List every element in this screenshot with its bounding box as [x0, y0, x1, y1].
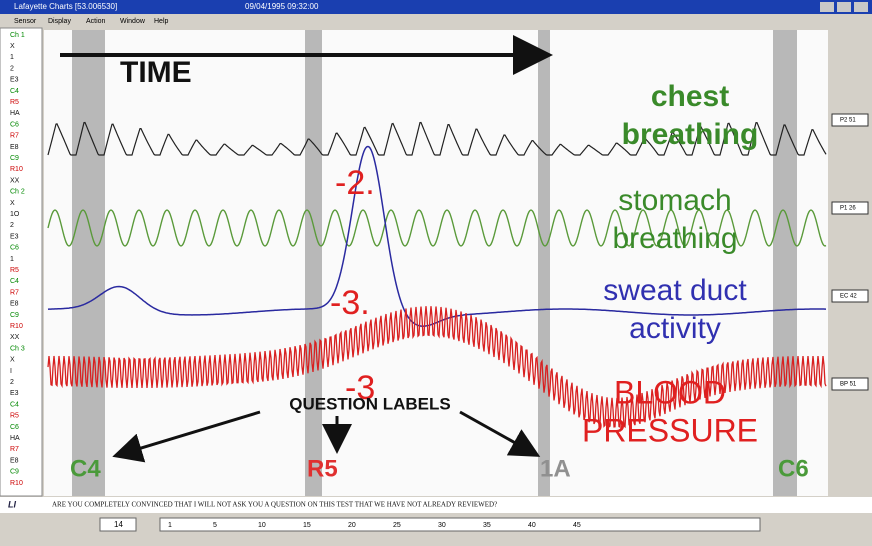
screen: Lafayette Charts [53.006530] 09/04/1995 …	[0, 0, 872, 541]
close-button[interactable]	[854, 2, 868, 12]
scroll-tick: 45	[573, 522, 581, 529]
chest-label: chest	[651, 80, 729, 113]
sidebar-item[interactable]: C4	[10, 88, 19, 95]
question-band	[305, 30, 322, 496]
sidebar-item[interactable]: C4	[10, 401, 19, 408]
sidebar-item[interactable]: C9	[10, 312, 19, 319]
sidebar-item[interactable]: E8	[10, 457, 19, 464]
score: -3.	[330, 284, 370, 322]
sidebar-item[interactable]: C4	[10, 278, 19, 285]
window-title: Lafayette Charts [53.006530]	[14, 2, 117, 11]
scroll-tick: 35	[483, 522, 491, 529]
sidebar-item[interactable]: Ch 3	[10, 345, 25, 352]
sidebar-item[interactable]: R10	[10, 480, 23, 487]
sweat-label: activity	[629, 312, 721, 345]
channel-tag-label[interactable]: P1 26	[840, 206, 856, 212]
menu-item[interactable]: Display	[48, 18, 71, 25]
sidebar-item[interactable]: 2	[10, 65, 14, 72]
sidebar-item[interactable]: 2	[10, 222, 14, 229]
channel-tag-label[interactable]: P2 51	[840, 118, 856, 124]
stomach-label: stomach	[618, 184, 731, 217]
sidebar-item[interactable]: C9	[10, 469, 19, 476]
menu-item[interactable]: Help	[154, 18, 169, 25]
question-band	[773, 30, 797, 496]
sweat-label: sweat duct	[603, 274, 747, 307]
sidebar-item[interactable]: C6	[10, 121, 19, 128]
question-band	[72, 30, 105, 496]
question-labels-heading: QUESTION LABELS	[289, 394, 451, 413]
sidebar-item[interactable]: R7	[10, 289, 19, 296]
question-label: C6	[778, 455, 809, 482]
score: -2.	[335, 164, 375, 202]
sidebar-item[interactable]: 1O	[10, 211, 20, 218]
question-band	[538, 30, 550, 496]
scroll-tick: 5	[213, 522, 217, 529]
channel-tag-label[interactable]: EC 42	[840, 294, 857, 300]
menu-item[interactable]: Sensor	[14, 18, 37, 25]
sidebar-item[interactable]: E8	[10, 301, 19, 308]
sidebar-item[interactable]: E3	[10, 77, 19, 84]
scroll-tick: 1	[168, 522, 172, 529]
sidebar-item[interactable]: C6	[10, 424, 19, 431]
menu-item[interactable]: Action	[86, 18, 106, 25]
sidebar-item[interactable]: Ch 1	[10, 32, 25, 39]
page: Lafayette Charts [53.006530] 09/04/1995 …	[0, 0, 872, 541]
maximize-button[interactable]	[837, 2, 851, 12]
sidebar-item[interactable]: XX	[10, 334, 20, 341]
sidebar-item[interactable]: XX	[10, 177, 20, 184]
menu-item[interactable]: Window	[120, 18, 146, 25]
sidebar-item[interactable]: I	[10, 368, 12, 375]
sidebar-item[interactable]: C6	[10, 245, 19, 252]
title-bar	[0, 0, 872, 14]
minimize-button[interactable]	[820, 2, 834, 12]
scroll-tick: 15	[303, 522, 311, 529]
blood-label: PRESSURE	[582, 412, 758, 448]
scroll-tick: 20	[348, 522, 356, 529]
sidebar-item[interactable]: X	[10, 357, 15, 364]
sidebar-item[interactable]: X	[10, 43, 15, 50]
scroll-tick: 30	[438, 522, 446, 529]
question-label: 1A	[540, 455, 571, 482]
channel-tags: P2 51 P1 26 EC 42 BP 51	[832, 114, 868, 390]
sidebar-item[interactable]: R7	[10, 133, 19, 140]
sidebar-item[interactable]: R10	[10, 166, 23, 173]
chart-number: 14	[114, 520, 123, 529]
question-text: ARE YOU COMPLETELY CONVINCED THAT I WILL…	[52, 501, 497, 509]
scroll-track[interactable]	[160, 518, 760, 531]
blood-label: BLOOD	[614, 374, 726, 410]
scroll-tick: 10	[258, 522, 266, 529]
sidebar-item[interactable]: R10	[10, 323, 23, 330]
sidebar-item[interactable]: 2	[10, 379, 14, 386]
logo: LI	[8, 499, 16, 509]
question-label: R5	[307, 455, 338, 482]
sidebar-item[interactable]: R5	[10, 99, 19, 106]
sidebar-item[interactable]: Ch 2	[10, 189, 25, 196]
timestamp: 09/04/1995 09:32:00	[245, 2, 319, 11]
scroll-tick: 25	[393, 522, 401, 529]
channel-sidebar	[0, 28, 42, 496]
sidebar-item[interactable]: 1	[10, 256, 14, 263]
sidebar-item[interactable]: HA	[10, 435, 20, 442]
sidebar-item[interactable]: 1	[10, 54, 14, 61]
scroll-tick: 40	[528, 522, 536, 529]
sidebar-item[interactable]: R7	[10, 446, 19, 453]
menu-bar: Sensor Display Action Window Help	[14, 18, 169, 25]
chest-label: breathing	[622, 118, 759, 151]
sidebar-item[interactable]: E3	[10, 390, 19, 397]
sidebar-item[interactable]: X	[10, 200, 15, 207]
question-label: C4	[70, 455, 101, 482]
sidebar-item[interactable]: C9	[10, 155, 19, 162]
sidebar-item[interactable]: E3	[10, 233, 19, 240]
sidebar-item[interactable]: R5	[10, 267, 19, 274]
channel-tag-label[interactable]: BP 51	[840, 382, 857, 388]
time-label: TIME	[120, 56, 192, 89]
sidebar-item[interactable]: R5	[10, 413, 19, 420]
sidebar-item[interactable]: E8	[10, 144, 19, 151]
stomach-label: breathing	[612, 222, 737, 255]
sidebar-item[interactable]: HA	[10, 110, 20, 117]
